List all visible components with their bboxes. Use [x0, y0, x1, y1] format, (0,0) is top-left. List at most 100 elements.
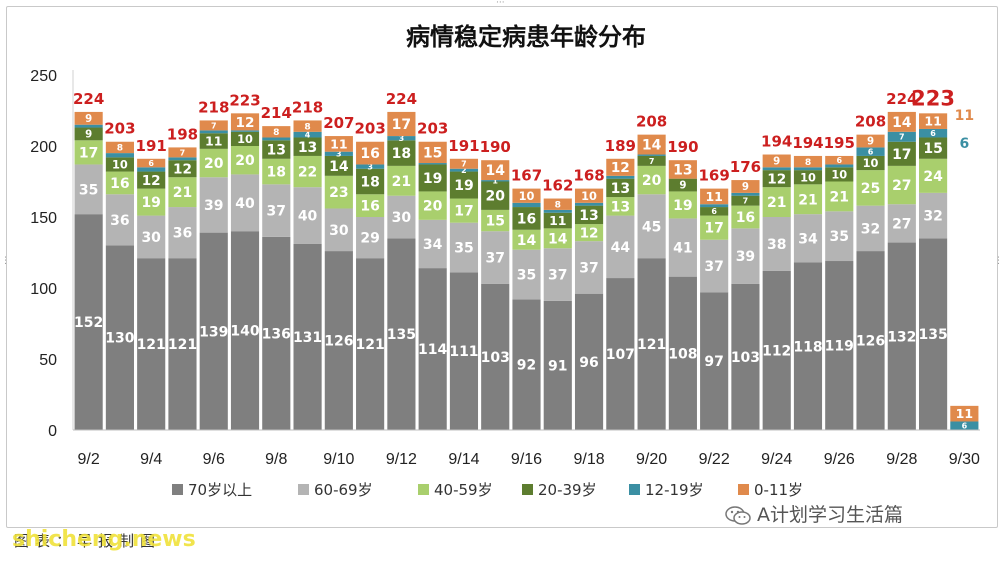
- bar-segment: [230, 146, 260, 175]
- segment-label: 37: [485, 251, 504, 267]
- bar-segment: [262, 158, 291, 185]
- segment-label: 97: [704, 354, 723, 370]
- segment-label: 19: [141, 195, 160, 211]
- legend-swatch: [418, 484, 429, 495]
- bar-segment: [74, 124, 103, 128]
- total-label: 203: [417, 120, 448, 138]
- bar-segment: [574, 293, 604, 430]
- bar-segment: [449, 171, 479, 199]
- bar-segment: [387, 140, 416, 166]
- bar-segment: [606, 175, 635, 179]
- bar-segment: [74, 214, 103, 430]
- segment-label: 17: [392, 117, 411, 133]
- segment-label: 1: [492, 177, 498, 186]
- bar-segment: [137, 188, 166, 216]
- bar-segment: [418, 164, 447, 192]
- legend-swatch: [738, 484, 749, 495]
- total-label: 207: [323, 114, 354, 132]
- bar-segment: [606, 278, 635, 430]
- segment-label: 16: [736, 210, 755, 226]
- bar-segment: [356, 168, 385, 195]
- segment-label: 12: [580, 226, 599, 242]
- bar-segment: [825, 261, 854, 430]
- bar-segment: [793, 170, 823, 185]
- x-tick-label: 9/8: [265, 451, 287, 468]
- segment-label: 118: [793, 339, 822, 355]
- bar-segment: [262, 126, 291, 138]
- bar-segment: [199, 120, 228, 131]
- bar-segment: [324, 151, 353, 156]
- watermark-account: A计划学习生活篇: [725, 500, 903, 527]
- bar-segment: [793, 167, 823, 171]
- segment-label: 34: [798, 231, 818, 247]
- bar-segment: [387, 136, 416, 141]
- bar-segment: [543, 228, 572, 249]
- bar-segment: [887, 141, 916, 166]
- bar-segment: [387, 238, 416, 430]
- bar-segment: [793, 262, 823, 430]
- segment-label: 17: [79, 145, 98, 161]
- bar-segment: [887, 204, 916, 243]
- total-label: 167: [511, 167, 542, 185]
- total-label: 176: [730, 158, 761, 176]
- bar-segment: [356, 194, 385, 217]
- segment-label: 37: [704, 259, 723, 275]
- bar-segment: [105, 171, 134, 195]
- bar-segment: [449, 198, 479, 223]
- bar-segment: [512, 229, 541, 250]
- segment-label: 108: [668, 346, 697, 362]
- bar-segment: [856, 134, 885, 148]
- bar-segment: [105, 194, 134, 246]
- segment-label: 103: [731, 350, 760, 366]
- segment-label: 36: [110, 213, 129, 229]
- segment-label: 39: [736, 249, 755, 265]
- bar-segment: [168, 160, 197, 178]
- bar-segment: [512, 249, 541, 300]
- total-label: 194: [761, 133, 792, 151]
- bar-segment: [762, 167, 791, 171]
- bar-segment: [856, 155, 885, 171]
- segment-label: 8: [805, 158, 811, 168]
- segment-label: 41: [673, 241, 692, 257]
- segment-label: 35: [830, 229, 849, 245]
- bar-segment: [950, 421, 979, 430]
- y-tick-label: 0: [48, 423, 57, 440]
- segment-label: 19: [423, 171, 442, 187]
- y-tick-label: 150: [30, 210, 57, 227]
- bar-segment: [262, 137, 291, 141]
- bar-segment: [168, 157, 197, 161]
- bar-segment: [199, 232, 228, 430]
- total-label: 203: [354, 120, 385, 138]
- segment-label: 21: [173, 185, 192, 201]
- segment-label: 27: [892, 216, 911, 232]
- segment-label: 36: [173, 226, 192, 242]
- segment-label: 37: [267, 204, 286, 220]
- segment-label: 13: [267, 143, 286, 159]
- segment-label: 12: [236, 115, 255, 131]
- segment-label: 6: [836, 156, 842, 165]
- segment-label: 12: [611, 160, 630, 176]
- segment-label: 18: [360, 175, 379, 191]
- segment-label: 6: [868, 148, 874, 157]
- x-tick-label: 9/2: [78, 451, 100, 468]
- segment-label: 21: [830, 189, 849, 205]
- bar-segment: [293, 187, 322, 244]
- total-label: 194: [792, 134, 823, 152]
- segment-label: 131: [293, 330, 322, 346]
- bar-segment: [137, 167, 166, 172]
- bar-segment: [700, 239, 729, 293]
- bar-segment: [449, 272, 479, 430]
- bar-segment: [731, 228, 760, 284]
- segment-label: 130: [105, 331, 134, 347]
- total-label: 189: [605, 137, 636, 155]
- bar-segment: [919, 113, 948, 129]
- bar-segment: [543, 300, 572, 430]
- bar-segment: [168, 207, 197, 259]
- segment-label: 3: [367, 162, 373, 171]
- y-tick-label: 250: [30, 68, 57, 85]
- total-label: 195: [824, 134, 855, 152]
- segment-label: 9: [679, 181, 686, 192]
- x-tick-label: 9/22: [699, 451, 730, 468]
- segment-label: 11: [956, 406, 973, 421]
